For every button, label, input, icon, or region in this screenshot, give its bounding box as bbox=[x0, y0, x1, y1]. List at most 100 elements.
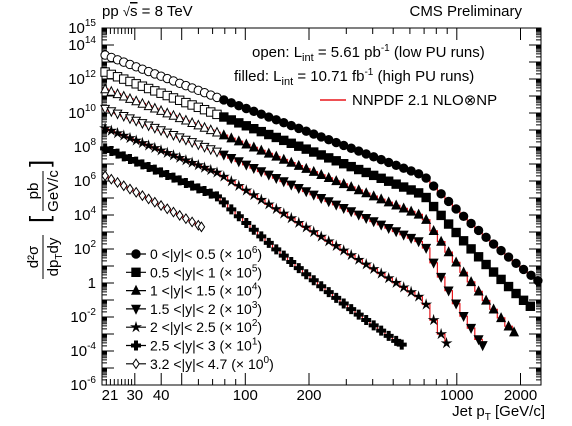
series-4-point-37 bbox=[352, 253, 365, 265]
series-3-point-20 bbox=[226, 153, 237, 164]
series-2-point-12 bbox=[174, 112, 185, 123]
series-6-point-16 bbox=[197, 221, 206, 233]
series-3-point-37 bbox=[353, 210, 364, 221]
series-6-point-8 bbox=[151, 196, 159, 208]
series-3-point-53 bbox=[473, 335, 484, 346]
series-3-point-41 bbox=[383, 223, 394, 234]
series-2-point-18 bbox=[211, 126, 222, 137]
series-3-point-46 bbox=[421, 243, 432, 254]
series-3-point-36 bbox=[346, 207, 357, 218]
legend-marker-3 bbox=[130, 304, 142, 315]
legend-marker-6 bbox=[132, 358, 140, 370]
series-4-point-36 bbox=[345, 248, 358, 261]
series-2-point-5 bbox=[131, 95, 142, 106]
series-2-point-32 bbox=[316, 168, 327, 179]
series-3-point-29 bbox=[293, 183, 304, 194]
series-4-point-28 bbox=[285, 211, 298, 224]
series-6-point-10 bbox=[163, 203, 172, 215]
series-4-point-24 bbox=[255, 193, 268, 205]
series-3-point-51 bbox=[458, 312, 469, 323]
series-4-point-48 bbox=[435, 327, 448, 340]
series-2-point-0 bbox=[100, 83, 111, 94]
series-0-point-54 bbox=[481, 232, 491, 243]
series-2-point-33 bbox=[323, 172, 334, 183]
series-2-point-25 bbox=[263, 147, 274, 158]
series-4-point-17 bbox=[204, 163, 217, 176]
series-6-point-13 bbox=[182, 213, 190, 225]
series-2-point-14 bbox=[187, 116, 198, 127]
series-0-point-49 bbox=[443, 196, 454, 207]
y-title-denominator: dpTdy bbox=[45, 237, 65, 276]
series-2-point-3 bbox=[118, 90, 129, 101]
series-5-point-28 bbox=[286, 256, 297, 267]
series-0-point-50 bbox=[451, 204, 461, 214]
series-5-point-31 bbox=[308, 275, 319, 286]
series-0-point-45 bbox=[413, 169, 424, 179]
series-2-point-48 bbox=[436, 235, 447, 246]
legend-marker-0 bbox=[131, 249, 141, 259]
series-4-point-43 bbox=[397, 281, 410, 293]
series-6-point-2 bbox=[113, 176, 122, 189]
series-3-point-28 bbox=[286, 180, 297, 191]
series-2-point-45 bbox=[413, 208, 424, 219]
series-2-point-10 bbox=[162, 107, 173, 118]
series-2-markers bbox=[100, 83, 520, 337]
tick-marks bbox=[102, 27, 541, 386]
series-5-point-29 bbox=[293, 263, 304, 274]
series-6-point-0 bbox=[101, 170, 109, 182]
series-2-point-34 bbox=[331, 175, 342, 186]
series-2-point-37 bbox=[353, 184, 364, 195]
series-0-point-47 bbox=[428, 181, 439, 191]
series-0-point-51 bbox=[458, 211, 469, 221]
series-2-point-38 bbox=[361, 187, 372, 198]
series-2-point-15 bbox=[193, 119, 204, 130]
series-5-point-41 bbox=[383, 330, 394, 341]
series-0-point-55 bbox=[488, 239, 499, 249]
x-tick-labels: 21 30 40 100 200 1000 2000 bbox=[102, 387, 538, 404]
series-0-point-59 bbox=[518, 264, 529, 275]
y-title-unit-num: pb bbox=[25, 183, 42, 200]
series-0-point-61 bbox=[533, 275, 543, 286]
series-0-point-46 bbox=[421, 173, 431, 183]
series-2-point-29 bbox=[293, 159, 304, 170]
series-4-point-22 bbox=[240, 184, 253, 196]
series-3-point-33 bbox=[323, 197, 334, 208]
y-tick-label-5: 106 bbox=[74, 171, 97, 190]
series-4-point-12 bbox=[173, 151, 186, 163]
series-1-point-52 bbox=[466, 244, 476, 254]
series-5-point-19 bbox=[218, 197, 229, 208]
series-5-point-18 bbox=[211, 191, 222, 202]
series-5-point-32 bbox=[316, 281, 327, 292]
y-tick-label-4: 108 bbox=[74, 137, 97, 156]
series-4-point-1 bbox=[105, 124, 118, 136]
series-3-point-54 bbox=[477, 341, 488, 352]
y-title-unit-den: GeV/c bbox=[45, 170, 62, 212]
series-4-point-45 bbox=[412, 290, 425, 302]
series-2-point-9 bbox=[156, 104, 167, 115]
series-2-point-24 bbox=[256, 144, 267, 155]
legend-marker-1 bbox=[131, 267, 141, 278]
series-2-point-53 bbox=[473, 285, 484, 296]
series-3-point-48 bbox=[436, 272, 447, 283]
series-4-point-16 bbox=[198, 161, 211, 173]
series-3-point-23 bbox=[248, 163, 259, 174]
series-6-point-7 bbox=[144, 193, 153, 205]
series-0-point-60 bbox=[526, 270, 536, 281]
series-5-point-22 bbox=[241, 218, 252, 229]
series-2-point-42 bbox=[391, 199, 402, 210]
series-2-point-46 bbox=[421, 213, 432, 224]
y-tick-label-8: 1 bbox=[88, 275, 96, 292]
series-4-point-35 bbox=[337, 244, 350, 256]
series-0-markers bbox=[100, 50, 543, 286]
series-5-point-24 bbox=[256, 231, 267, 242]
series-4-point-9 bbox=[155, 144, 168, 156]
series-5-point-37 bbox=[353, 309, 364, 320]
series-3-point-35 bbox=[338, 203, 349, 214]
series-4-point-10 bbox=[161, 146, 174, 159]
x-tick-label-4: 200 bbox=[296, 387, 321, 404]
series-4-point-42 bbox=[390, 276, 403, 288]
series-4-point-44 bbox=[405, 285, 418, 298]
y-title-bracket-close: ] bbox=[24, 160, 54, 167]
